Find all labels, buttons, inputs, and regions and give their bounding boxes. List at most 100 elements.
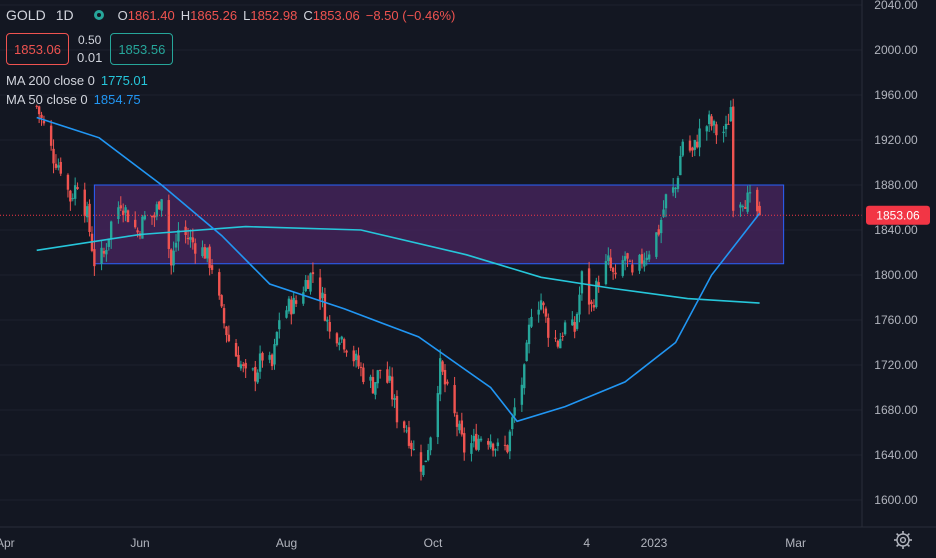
candle-body xyxy=(374,382,377,395)
candle-body xyxy=(758,205,761,216)
candle-body xyxy=(160,199,163,211)
candle-body xyxy=(597,282,600,286)
quantity-input[interactable]: 0.01 xyxy=(77,50,103,65)
candle xyxy=(121,203,125,223)
buy-button[interactable]: 1853.56 xyxy=(110,33,174,65)
low-value: 1852.98 xyxy=(250,7,298,23)
candle-body xyxy=(395,396,399,423)
candle-body xyxy=(42,120,46,124)
candle-body xyxy=(664,194,668,209)
candle xyxy=(645,250,648,266)
ma200-legend[interactable]: MA 200 close 0 1775.01 xyxy=(6,73,455,90)
candle xyxy=(285,305,288,319)
candle xyxy=(527,317,531,354)
candle xyxy=(273,338,276,370)
candle xyxy=(37,105,41,124)
candle xyxy=(254,360,257,392)
candle xyxy=(436,385,440,445)
price-tick-label: 1800.00 xyxy=(874,268,918,282)
timeframe[interactable]: 1D xyxy=(55,7,74,23)
candle-body xyxy=(85,206,89,218)
candle-body xyxy=(133,219,137,228)
candle-body xyxy=(155,204,159,217)
candle-body xyxy=(446,381,449,384)
sell-button[interactable]: 1853.06 xyxy=(6,33,69,65)
candle-body xyxy=(643,260,646,267)
symbol-row: GOLD 1D O1861.40 H1865.26 L1852.98 C1853… xyxy=(6,4,455,26)
candle xyxy=(105,243,108,262)
candle-body xyxy=(251,368,255,370)
candle-body xyxy=(49,125,53,146)
candle-body xyxy=(655,232,658,257)
candle xyxy=(475,423,478,451)
candle xyxy=(655,232,658,260)
candle xyxy=(556,339,560,349)
candle xyxy=(705,125,708,141)
open-value: 1861.40 xyxy=(127,7,175,23)
candle-body xyxy=(525,342,528,362)
candle-body xyxy=(623,256,627,261)
candle xyxy=(321,286,324,308)
highlight-zone[interactable] xyxy=(93,184,785,265)
candle-body xyxy=(470,443,473,454)
candle xyxy=(727,113,730,125)
price-tick-label: 1960.00 xyxy=(874,88,918,102)
candle xyxy=(477,434,480,452)
candle xyxy=(604,254,608,286)
gear-icon[interactable] xyxy=(893,530,913,550)
candle xyxy=(544,306,548,323)
candle xyxy=(460,412,464,437)
candle xyxy=(724,115,728,137)
candle xyxy=(189,229,192,248)
candle xyxy=(597,275,600,293)
candle xyxy=(338,337,341,351)
candle-body xyxy=(66,174,70,190)
candle xyxy=(756,187,759,218)
candle xyxy=(631,259,634,276)
candle xyxy=(167,194,171,259)
candle-body xyxy=(426,450,430,461)
candle-body xyxy=(170,249,173,266)
candle xyxy=(311,262,315,283)
candle-body xyxy=(405,430,408,432)
time-axis[interactable]: Apr Jun Aug Oct 4 2023 Mar xyxy=(0,536,806,550)
candle xyxy=(119,196,122,212)
time-tick-label: Apr xyxy=(0,536,15,550)
candle-body xyxy=(436,393,440,438)
candle xyxy=(530,308,533,329)
candle-body xyxy=(242,364,245,366)
candle-body xyxy=(647,254,651,260)
candle-body xyxy=(439,358,442,395)
candle xyxy=(520,377,524,412)
candle-body xyxy=(463,433,466,453)
candle xyxy=(390,367,394,407)
candle xyxy=(676,175,680,193)
ma50-legend[interactable]: MA 50 close 0 1854.75 xyxy=(6,92,455,109)
ma50-label: MA 50 close 0 xyxy=(6,92,88,107)
price-axis[interactable]: 2040.00 2000.00 1960.00 1920.00 1880.00 1840.… xyxy=(874,0,918,507)
candle-body xyxy=(153,215,156,218)
candle-body xyxy=(506,445,509,453)
candle-body xyxy=(559,338,562,349)
candle xyxy=(595,277,598,309)
candle-body xyxy=(376,370,379,384)
candle-body xyxy=(309,273,312,292)
candle xyxy=(547,313,550,347)
candle xyxy=(357,347,360,370)
candle-body xyxy=(489,441,492,448)
price-tick-label: 1760.00 xyxy=(874,313,918,327)
candle-body xyxy=(511,417,514,430)
candle-body xyxy=(609,257,612,269)
symbol-name[interactable]: GOLD xyxy=(6,7,46,23)
candle-body xyxy=(88,203,91,232)
ma50-value: 1854.75 xyxy=(93,92,141,107)
candle-body xyxy=(345,350,348,353)
candle-body xyxy=(712,121,716,126)
candle-body xyxy=(657,229,660,235)
time-tick-label: 2023 xyxy=(641,536,668,550)
candle-body xyxy=(222,308,226,324)
candle-body xyxy=(496,442,500,447)
price-tick-label: 1600.00 xyxy=(874,493,918,507)
